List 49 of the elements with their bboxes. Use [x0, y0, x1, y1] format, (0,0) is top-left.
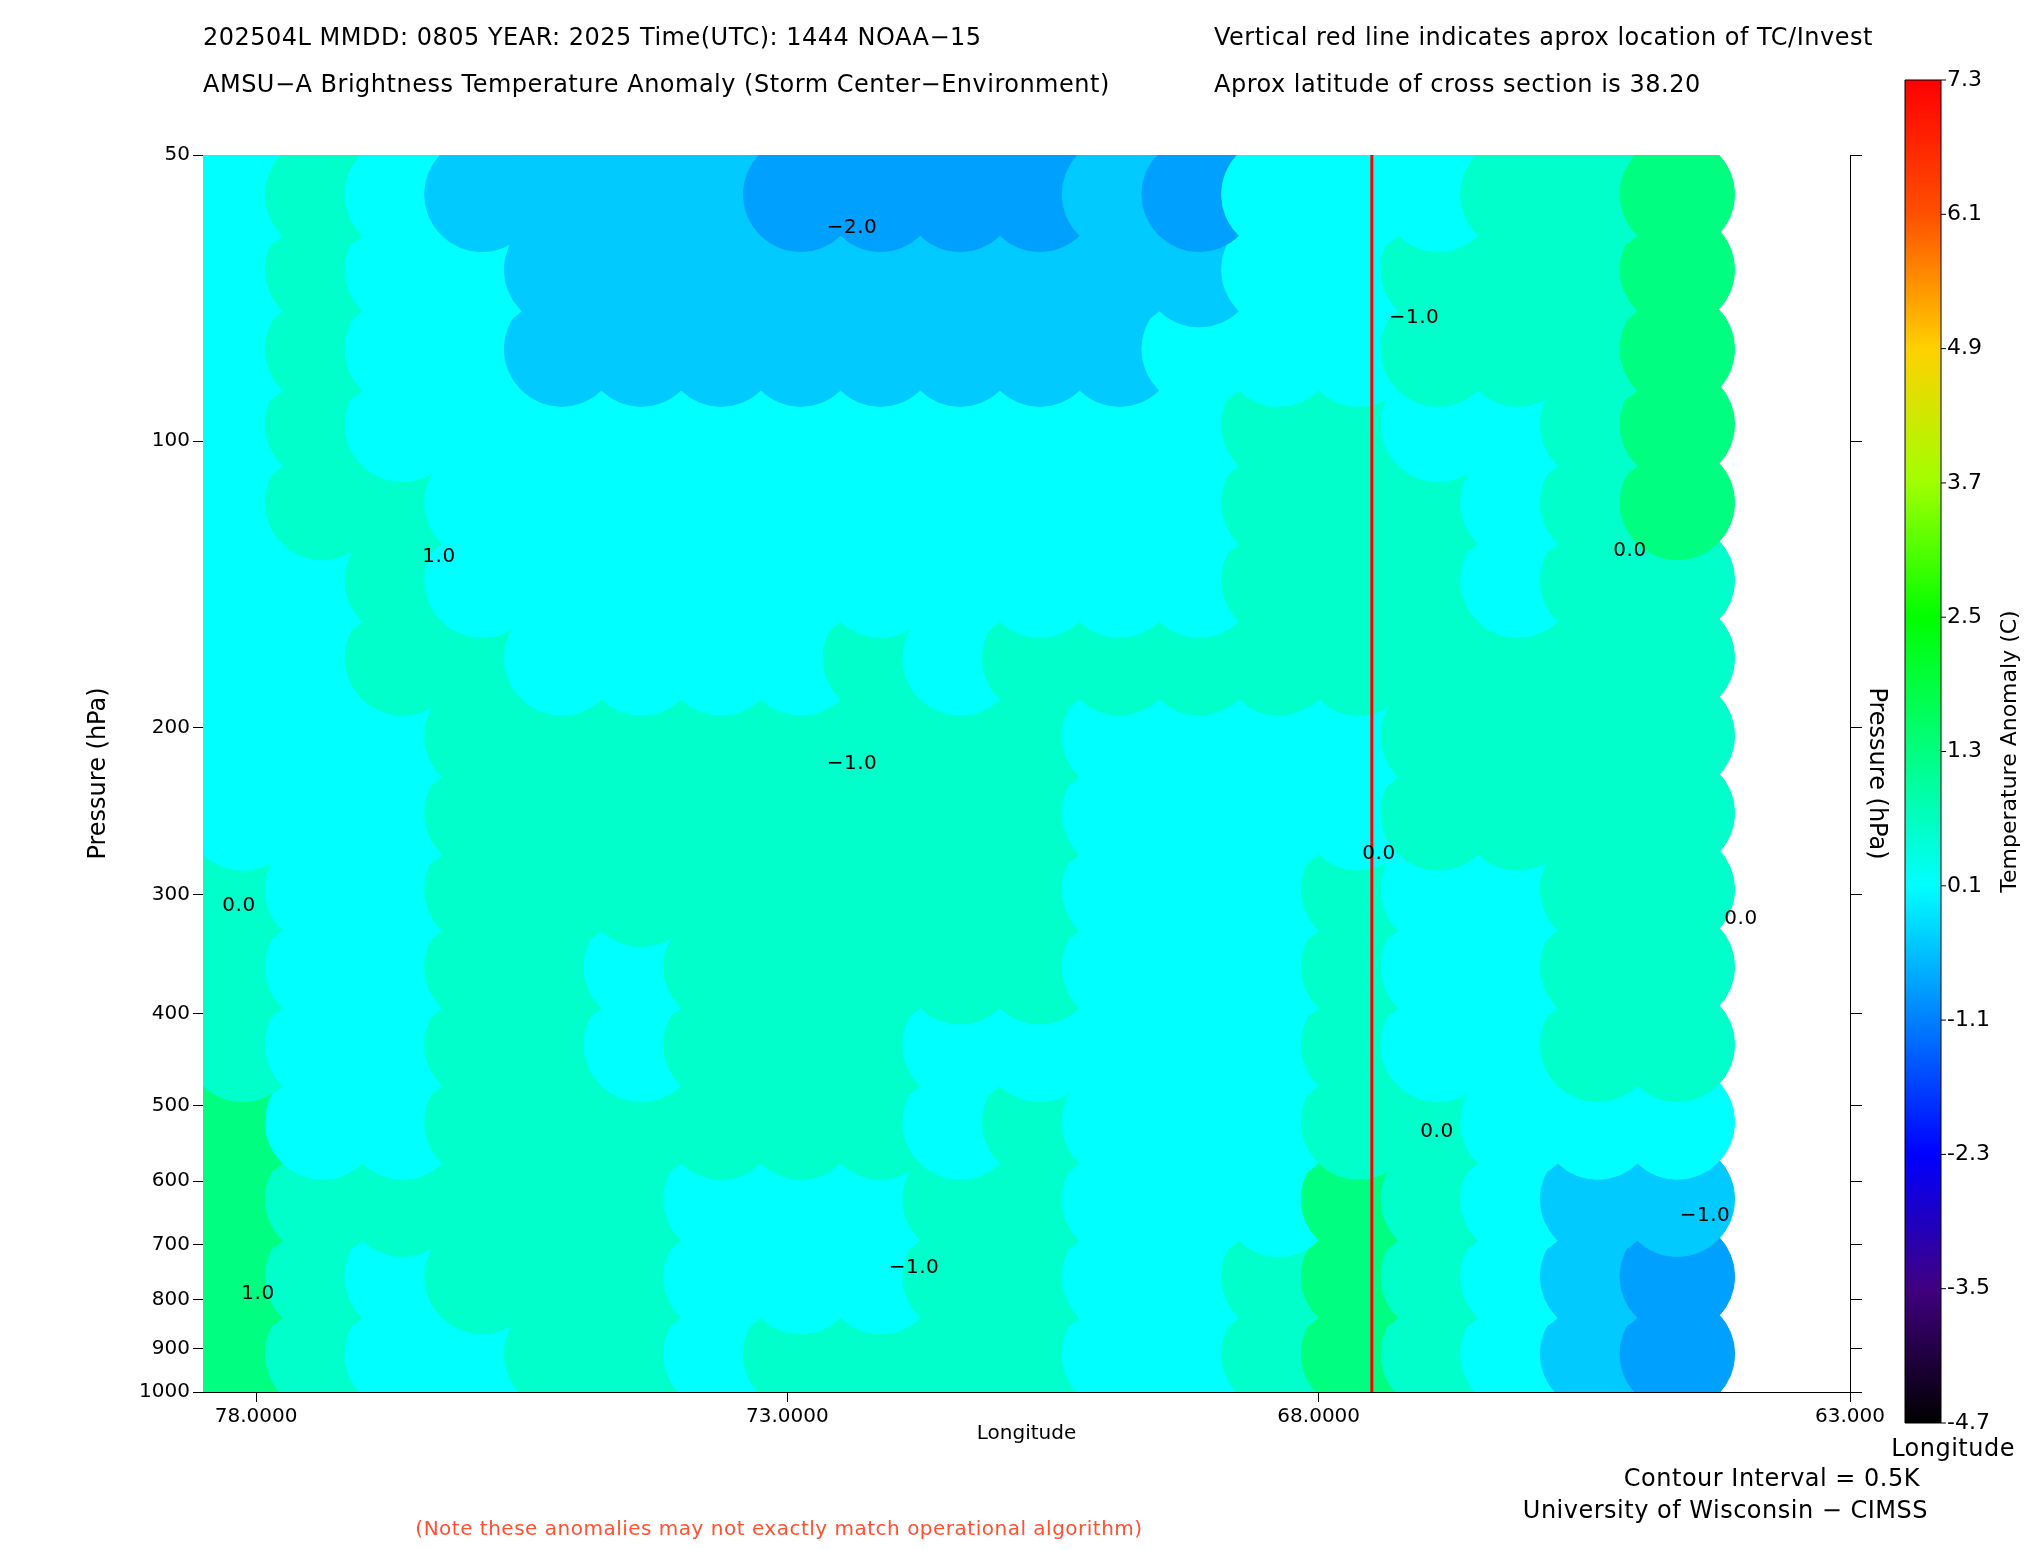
annotation: −1.0: [1388, 304, 1440, 328]
chart-title: 202504L MMDD: 0805 YEAR: 2025 Time(UTC): 1444 NOAA−15: [203, 23, 982, 51]
y-tick-label: 900: [151, 1334, 190, 1359]
color-bar-label: 3.7: [1947, 468, 1982, 494]
color-bar-label: 0.1: [1947, 871, 1982, 897]
annotation: 0.0: [1420, 1118, 1454, 1142]
color-bar-label: 2.5: [1947, 602, 1982, 628]
y-tick-label: 800: [151, 1286, 190, 1311]
annotation: −1.0: [1679, 1202, 1731, 1226]
color-bar-label: 4.9: [1947, 334, 1982, 360]
text: Vertical red line indicates aprox location of TC/Invest: [1214, 23, 1873, 51]
y-tick-label: 500: [151, 1091, 190, 1116]
color-bar-label: -1.1: [1947, 1005, 1990, 1031]
color-bar-label: 7.3: [1947, 65, 1982, 91]
x-tick-label: 63.000: [1815, 1403, 1885, 1428]
color-bar-label: 6.1: [1947, 200, 1982, 226]
color-bar-label: 1.3: [1947, 737, 1982, 763]
text: Longitude: [1891, 1434, 2015, 1462]
chart-subtitle: AMSU−A Brightness Temperature Anomaly (Storm Center−Environment): [203, 70, 1110, 98]
y-tick-label: 600: [151, 1167, 190, 1192]
y-tick-label: 100: [151, 427, 190, 452]
color-bar-label: -3.5: [1947, 1274, 1990, 1300]
y-tick-label: 400: [151, 999, 190, 1024]
annotation: −1.0: [826, 750, 878, 774]
annotation: 0.0: [222, 892, 256, 916]
color-bar-title: Temperature Anomaly (C): [1995, 610, 2021, 894]
text: Contour Interval = 0.5K: [1623, 1464, 1920, 1492]
y-axis-title: Pressure (hPa): [82, 687, 111, 860]
annotation: −2.0: [826, 214, 878, 238]
y-tick-label: 200: [151, 713, 190, 738]
y-tick-label: 300: [151, 881, 190, 906]
y2-axis-title: Pressure (hPa): [1864, 687, 1893, 860]
annotation: 0.0: [1613, 537, 1647, 561]
text: (Note these anomalies may not exactly match operational algorithm): [415, 1516, 1143, 1540]
text: Aprox latitude of cross section is 38.20: [1214, 70, 1701, 98]
x-tick-label: 73.0000: [746, 1403, 829, 1428]
annotation: 1.0: [241, 1280, 275, 1304]
y-tick-label: 1000: [139, 1378, 190, 1403]
annotation: 0.0: [1724, 905, 1758, 929]
x-tick-label: 78.0000: [214, 1403, 298, 1428]
color-bar-label: -4.7: [1947, 1408, 1990, 1434]
color-bar-label: -2.3: [1947, 1140, 1990, 1166]
y-tick-label: 700: [151, 1230, 190, 1255]
x-tick-label: 68.0000: [1277, 1403, 1361, 1428]
text: University of Wisconsin − CIMSS: [1522, 1496, 1928, 1524]
x-axis-title: Longitude: [976, 1420, 1077, 1445]
annotation: −1.0: [888, 1254, 940, 1278]
annotation: 1.0: [422, 543, 456, 567]
y-tick-label: 50: [164, 141, 190, 166]
